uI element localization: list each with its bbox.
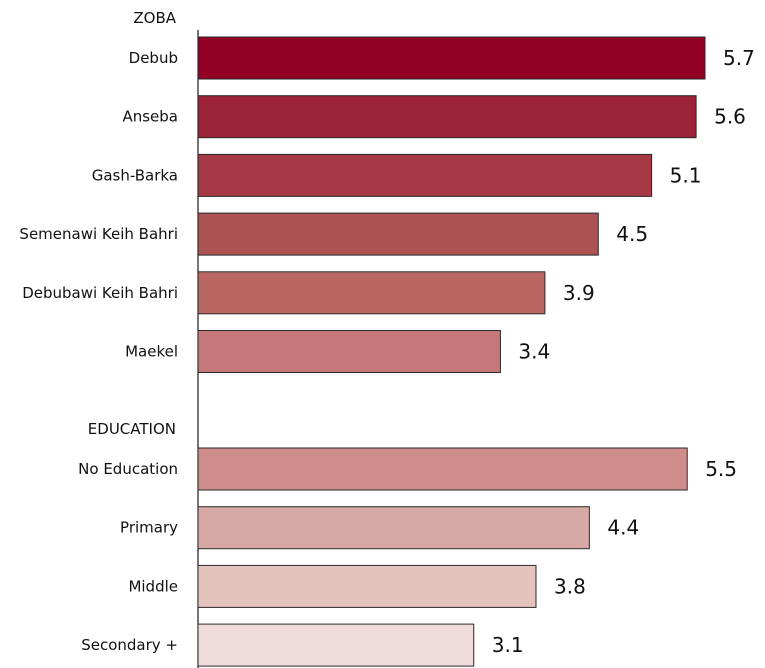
value-label-semenawi-keih-bahri: 4.5 [616, 222, 648, 246]
bar-debub [197, 36, 706, 80]
category-label-debubawi-keih-bahri: Debubawi Keih Bahri [22, 284, 178, 302]
bar-middle [197, 564, 537, 608]
bar-anseba [197, 95, 697, 139]
group-heading-zoba: ZOBA [133, 9, 176, 27]
category-label-primary: Primary [120, 519, 178, 537]
group-heading-education: EDUCATION [88, 420, 176, 438]
category-label-secondary: Secondary + [81, 636, 178, 654]
category-label-gash-barka: Gash-Barka [92, 166, 178, 184]
bar-no-education [197, 447, 688, 491]
bar-semenawi-keih-bahri [197, 212, 599, 256]
value-label-no-education: 5.5 [705, 457, 737, 481]
value-label-middle: 3.8 [554, 574, 586, 598]
category-label-maekel: Maekel [125, 343, 178, 361]
bar-secondary [197, 623, 475, 667]
category-label-middle: Middle [128, 577, 178, 595]
bar-debubawi-keih-bahri [197, 271, 546, 315]
bar-primary [197, 506, 590, 550]
value-label-maekel: 3.4 [518, 340, 550, 364]
value-label-gash-barka: 5.1 [670, 163, 702, 187]
category-label-no-education: No Education [78, 460, 178, 478]
category-label-semenawi-keih-bahri: Semenawi Keih Bahri [19, 225, 178, 243]
value-label-debubawi-keih-bahri: 3.9 [563, 281, 595, 305]
category-label-debub: Debub [129, 49, 178, 67]
value-label-primary: 4.4 [607, 516, 639, 540]
category-label-anseba: Anseba [122, 108, 178, 126]
bar-gash-barka [197, 153, 653, 197]
value-label-secondary: 3.1 [492, 633, 524, 657]
value-label-anseba: 5.6 [714, 105, 746, 129]
bar-maekel [197, 330, 501, 373]
value-label-debub: 5.7 [723, 46, 755, 70]
